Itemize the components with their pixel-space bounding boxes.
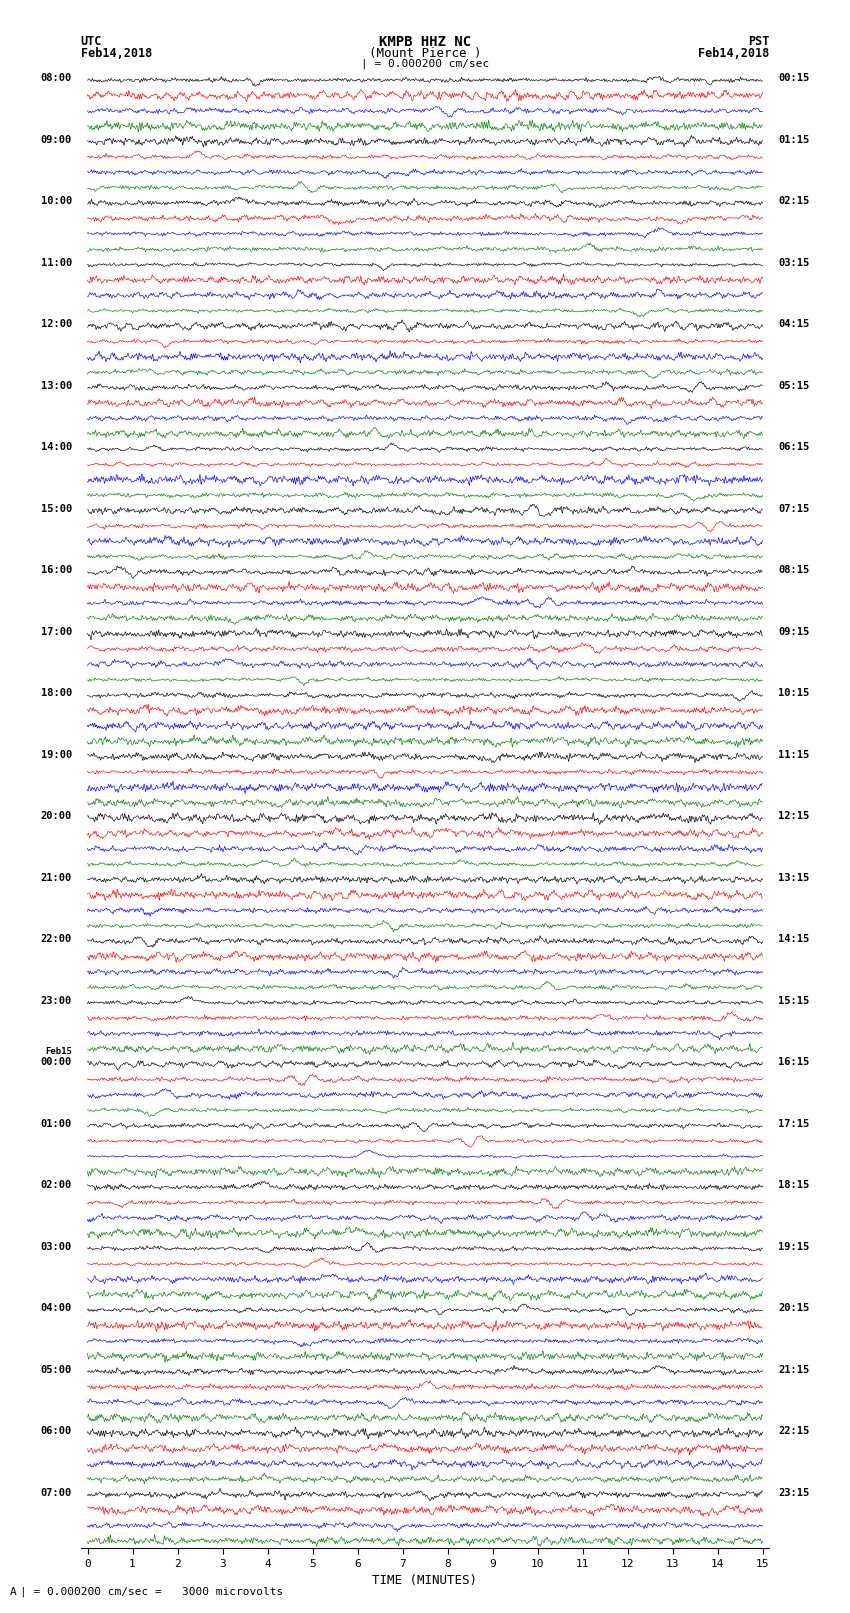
Text: 21:15: 21:15 [779,1365,809,1374]
Text: 14:15: 14:15 [779,934,809,944]
Text: 09:15: 09:15 [779,627,809,637]
Text: | = 0.000200 cm/sec: | = 0.000200 cm/sec [361,58,489,69]
Text: PST: PST [748,35,769,48]
Text: 05:00: 05:00 [41,1365,71,1374]
Text: 19:00: 19:00 [41,750,71,760]
X-axis label: TIME (MINUTES): TIME (MINUTES) [372,1574,478,1587]
Text: 13:15: 13:15 [779,873,809,882]
Text: 02:00: 02:00 [41,1181,71,1190]
Text: 17:15: 17:15 [779,1119,809,1129]
Text: 10:15: 10:15 [779,689,809,698]
Text: 03:00: 03:00 [41,1242,71,1252]
Text: 23:15: 23:15 [779,1487,809,1498]
Text: 20:00: 20:00 [41,811,71,821]
Text: 12:15: 12:15 [779,811,809,821]
Text: 03:15: 03:15 [779,258,809,268]
Text: 07:00: 07:00 [41,1487,71,1498]
Text: 16:00: 16:00 [41,565,71,576]
Text: 18:15: 18:15 [779,1181,809,1190]
Text: 18:00: 18:00 [41,689,71,698]
Text: 08:00: 08:00 [41,73,71,84]
Text: 23:00: 23:00 [41,995,71,1005]
Text: 11:15: 11:15 [779,750,809,760]
Text: 15:00: 15:00 [41,503,71,513]
Text: Feb14,2018: Feb14,2018 [81,47,152,60]
Text: 10:00: 10:00 [41,197,71,206]
Text: A: A [10,1587,17,1597]
Text: 04:00: 04:00 [41,1303,71,1313]
Text: 14:00: 14:00 [41,442,71,452]
Text: 01:15: 01:15 [779,134,809,145]
Text: 15:15: 15:15 [779,995,809,1005]
Text: 09:00: 09:00 [41,134,71,145]
Text: KMPB HHZ NC: KMPB HHZ NC [379,35,471,50]
Text: 06:15: 06:15 [779,442,809,452]
Text: 22:00: 22:00 [41,934,71,944]
Text: | = 0.000200 cm/sec =   3000 microvolts: | = 0.000200 cm/sec = 3000 microvolts [20,1586,284,1597]
Text: (Mount Pierce ): (Mount Pierce ) [369,47,481,60]
Text: 21:00: 21:00 [41,873,71,882]
Text: 17:00: 17:00 [41,627,71,637]
Text: 22:15: 22:15 [779,1426,809,1436]
Text: 02:15: 02:15 [779,197,809,206]
Text: 13:00: 13:00 [41,381,71,390]
Text: 16:15: 16:15 [779,1057,809,1068]
Text: 12:00: 12:00 [41,319,71,329]
Text: 19:15: 19:15 [779,1242,809,1252]
Text: 00:00: 00:00 [41,1057,71,1068]
Text: 00:15: 00:15 [779,73,809,84]
Text: Feb15: Feb15 [45,1047,71,1057]
Text: UTC: UTC [81,35,102,48]
Text: 01:00: 01:00 [41,1119,71,1129]
Text: 11:00: 11:00 [41,258,71,268]
Text: 07:15: 07:15 [779,503,809,513]
Text: 20:15: 20:15 [779,1303,809,1313]
Text: 05:15: 05:15 [779,381,809,390]
Text: 06:00: 06:00 [41,1426,71,1436]
Text: Feb14,2018: Feb14,2018 [698,47,769,60]
Text: 04:15: 04:15 [779,319,809,329]
Text: 08:15: 08:15 [779,565,809,576]
